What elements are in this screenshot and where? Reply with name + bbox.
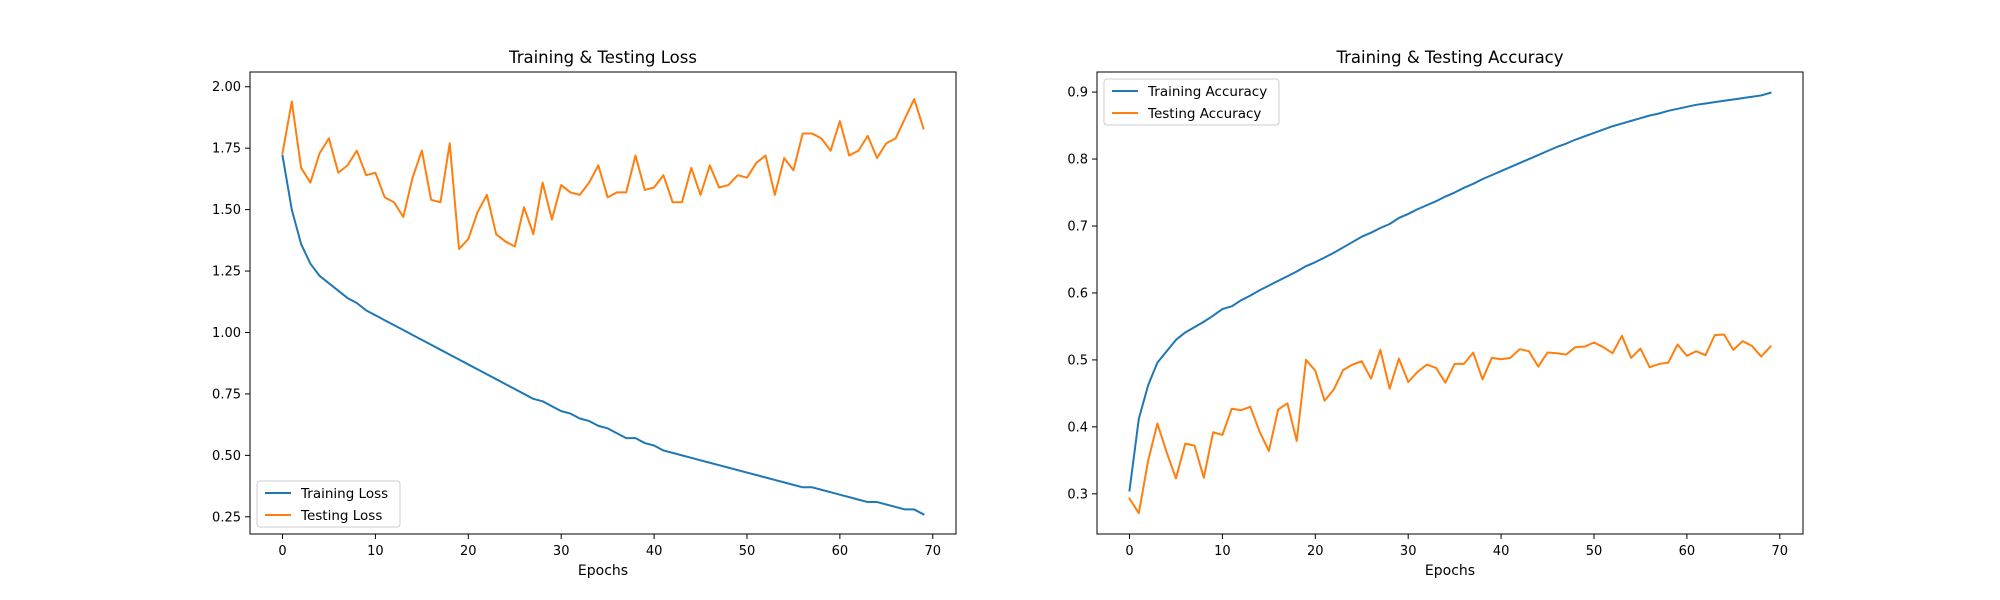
accuracy-y-tick-label: 0.7 xyxy=(1067,220,1088,235)
accuracy-x-tick-label: 30 xyxy=(1400,544,1417,559)
accuracy-x-tick-label: 20 xyxy=(1307,544,1324,559)
loss-x-tick-label: 10 xyxy=(367,544,384,559)
accuracy-y-tick-label: 0.8 xyxy=(1067,153,1088,168)
accuracy-x-tick-label: 60 xyxy=(1679,544,1696,559)
accuracy-y-tick-label: 0.3 xyxy=(1067,487,1088,502)
accuracy-chart-title: Training & Testing Accuracy xyxy=(1335,48,1563,67)
accuracy-legend-label-training: Training Accuracy xyxy=(1147,84,1267,100)
loss-x-tick-label: 40 xyxy=(646,544,663,559)
loss-x-tick-label: 50 xyxy=(739,544,756,559)
accuracy-legend-label-testing: Testing Accuracy xyxy=(1147,106,1261,122)
accuracy-x-tick-label: 0 xyxy=(1125,544,1133,559)
loss-x-tick-label: 30 xyxy=(553,544,570,559)
loss-legend-label-testing: Testing Loss xyxy=(300,508,382,524)
loss-plot-frame xyxy=(249,71,957,535)
loss-series-line-training xyxy=(281,154,925,516)
loss-y-tick-label: 1.75 xyxy=(212,142,241,157)
accuracy-x-axis-label: Epochs xyxy=(1425,563,1475,579)
loss-legend-box xyxy=(256,480,401,528)
loss-legend-label-training: Training Loss xyxy=(300,486,388,502)
accuracy-chart: Training & Testing Accuracy 0 10 20 30 40 50 6… xyxy=(1067,48,1804,579)
accuracy-series-line-training xyxy=(1128,91,1772,492)
loss-x-tick-label: 60 xyxy=(832,544,849,559)
loss-legend: Training Loss Testing Loss xyxy=(256,480,401,528)
loss-y-tick-label: 1.25 xyxy=(212,265,241,280)
accuracy-y-tick-label: 0.9 xyxy=(1067,86,1088,101)
loss-chart: Training & Testing Loss 0 10 20 30 40 50 60 70 0… xyxy=(212,48,957,579)
accuracy-x-tick-label: 50 xyxy=(1586,544,1603,559)
accuracy-x-tick-label: 10 xyxy=(1214,544,1231,559)
accuracy-y-tick-label: 0.5 xyxy=(1067,353,1088,368)
loss-x-tick-label: 20 xyxy=(460,544,477,559)
loss-y-tick-label: 0.25 xyxy=(212,510,241,525)
loss-x-tick-label: 70 xyxy=(925,544,942,559)
loss-chart-title: Training & Testing Loss xyxy=(508,48,697,67)
accuracy-x-tick-label: 70 xyxy=(1772,544,1789,559)
loss-y-tick-label: 2.00 xyxy=(212,80,241,95)
accuracy-y-tick-label: 0.6 xyxy=(1067,286,1088,301)
loss-y-tick-label: 0.75 xyxy=(212,387,241,402)
accuracy-legend-box xyxy=(1103,78,1280,126)
loss-y-tick-label: 1.50 xyxy=(212,203,241,218)
loss-x-axis-label: Epochs xyxy=(578,563,628,579)
loss-x-tick-label: 0 xyxy=(278,544,286,559)
accuracy-x-tick-label: 40 xyxy=(1493,544,1510,559)
accuracy-plot-frame xyxy=(1096,71,1804,535)
loss-y-tick-label: 1.00 xyxy=(212,326,241,341)
accuracy-legend: Training Accuracy Testing Accuracy xyxy=(1103,78,1280,126)
accuracy-y-tick-label: 0.4 xyxy=(1067,420,1088,435)
loss-series-line-testing xyxy=(281,98,925,250)
accuracy-series-line-testing xyxy=(1128,333,1772,515)
loss-y-tick-label: 0.50 xyxy=(212,449,241,464)
